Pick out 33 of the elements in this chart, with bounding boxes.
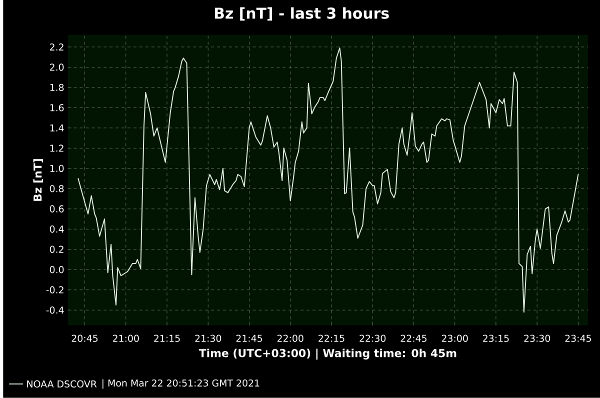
x-tick-label: 22:00 <box>277 334 304 342</box>
y-tick-label: 1.8 <box>50 84 64 92</box>
line-series <box>78 48 579 313</box>
x-tick-label: 21:45 <box>236 334 262 342</box>
x-tick-label: 22:30 <box>360 334 386 342</box>
x-tick-label: 20:45 <box>72 334 98 342</box>
text: | Mon Mar 22 20:51:23 GMT 2021 <box>102 379 260 389</box>
legend-label: NOAA DSCOVR <box>27 380 97 388</box>
y-tick-label: 1.2 <box>50 144 64 152</box>
y-tick-label: 2.2 <box>50 43 64 51</box>
y-tick-label: -0.2 <box>46 286 64 294</box>
x-tick-label: 21:30 <box>195 334 222 342</box>
y-tick-label: 0.6 <box>50 205 64 213</box>
x-tick-label: 23:00 <box>442 334 468 342</box>
y-tick-label: 0.0 <box>50 266 64 274</box>
x-tick-label: 23:15 <box>483 334 509 342</box>
y-tick-label: 1.4 <box>50 124 64 132</box>
y-axis-title: Bz [nT] <box>33 159 44 201</box>
x-tick-label: 22:15 <box>318 334 344 342</box>
y-tick-label: 0.8 <box>50 185 64 192</box>
chart-title: Bz [nT] - last 3 hours <box>214 7 389 21</box>
x-tick-label: 21:00 <box>112 334 139 342</box>
y-tick-label: 1.0 <box>50 164 64 172</box>
x-axis-title: Time (UTC+03:00) | Waiting time: 0h 45m <box>198 348 456 360</box>
y-tick-label: -0.4 <box>46 306 64 314</box>
y-tick-label: 0.2 <box>50 246 64 253</box>
x-tick-label: 21:15 <box>154 334 180 342</box>
x-tick-label: 23:30 <box>524 334 550 342</box>
y-tick-label: 1.6 <box>50 104 64 112</box>
y-tick-label: 0.4 <box>50 226 64 233</box>
x-tick-label: 23:45 <box>565 334 591 342</box>
x-tick-label: 22:45 <box>400 334 427 342</box>
y-tick-label: 2.0 <box>50 64 64 71</box>
